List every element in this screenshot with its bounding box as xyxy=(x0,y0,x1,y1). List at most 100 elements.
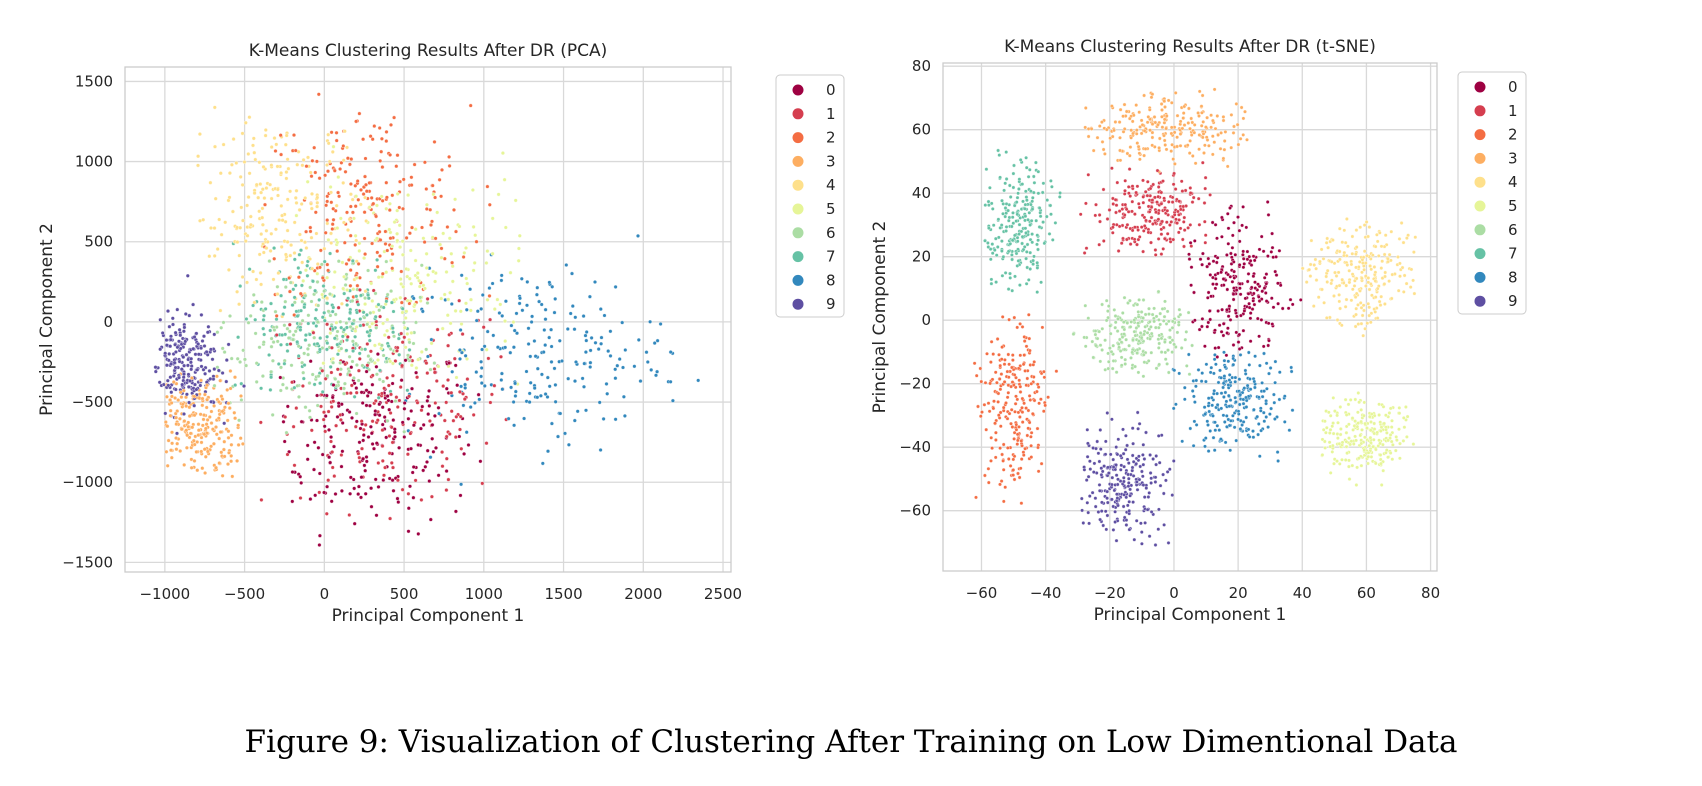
point-cluster-8 xyxy=(1234,438,1239,443)
point-cluster-5 xyxy=(398,295,403,300)
point-cluster-6 xyxy=(1113,314,1118,318)
point-cluster-4 xyxy=(1362,223,1367,227)
point-cluster-6 xyxy=(1116,317,1120,321)
point-cluster-1 xyxy=(1197,222,1202,227)
point-cluster-4 xyxy=(273,227,278,232)
point-cluster-5 xyxy=(444,270,449,274)
point-cluster-0 xyxy=(308,497,313,502)
point-cluster-3 xyxy=(1223,130,1228,134)
point-cluster-9 xyxy=(216,368,221,373)
point-cluster-5 xyxy=(1397,406,1402,410)
point-cluster-6 xyxy=(333,377,338,381)
point-cluster-6 xyxy=(289,363,294,368)
point-cluster-2 xyxy=(384,139,389,144)
point-cluster-0 xyxy=(1271,305,1276,310)
point-cluster-9 xyxy=(198,358,203,363)
legend-marker xyxy=(1474,129,1486,141)
point-cluster-6 xyxy=(418,295,423,300)
point-cluster-1 xyxy=(444,488,449,493)
point-cluster-9 xyxy=(1092,461,1097,466)
point-cluster-0 xyxy=(1225,307,1229,312)
point-cluster-8 xyxy=(645,360,650,364)
point-cluster-1 xyxy=(1203,233,1208,238)
point-cluster-9 xyxy=(1149,481,1153,485)
point-cluster-3 xyxy=(1142,128,1147,133)
point-cluster-2 xyxy=(1002,362,1007,367)
point-cluster-6 xyxy=(1159,336,1164,341)
point-cluster-2 xyxy=(1007,317,1011,322)
point-cluster-9 xyxy=(1113,509,1117,514)
point-cluster-5 xyxy=(1384,448,1389,452)
point-cluster-4 xyxy=(1346,244,1350,249)
point-cluster-0 xyxy=(317,533,322,538)
point-cluster-1 xyxy=(335,367,340,372)
point-cluster-6 xyxy=(1163,340,1167,344)
point-cluster-6 xyxy=(219,325,224,330)
point-cluster-5 xyxy=(367,324,372,329)
point-cluster-7 xyxy=(1030,240,1035,245)
point-cluster-0 xyxy=(1288,297,1293,302)
chart-2: −60 −40 −20 0 20 40 60 80−60−40−20020406080K-Me… xyxy=(870,37,1527,625)
point-cluster-4 xyxy=(279,244,284,249)
point-cluster-8 xyxy=(1261,410,1266,415)
point-cluster-8 xyxy=(598,448,603,452)
point-cluster-3 xyxy=(200,403,205,408)
point-cluster-8 xyxy=(474,370,479,375)
point-cluster-8 xyxy=(411,296,416,301)
point-cluster-4 xyxy=(269,196,274,201)
point-cluster-2 xyxy=(1029,443,1033,448)
point-cluster-2 xyxy=(994,430,998,435)
point-cluster-6 xyxy=(1108,331,1113,336)
point-cluster-5 xyxy=(385,317,390,322)
point-cluster-8 xyxy=(1215,423,1220,428)
point-cluster-1 xyxy=(387,434,392,438)
point-cluster-6 xyxy=(1148,337,1152,341)
point-cluster-3 xyxy=(171,380,176,384)
point-cluster-6 xyxy=(368,310,373,315)
point-cluster-5 xyxy=(315,271,320,276)
point-cluster-2 xyxy=(316,92,321,97)
point-cluster-5 xyxy=(419,349,424,354)
point-cluster-7 xyxy=(1016,259,1021,263)
point-cluster-7 xyxy=(322,310,327,315)
point-cluster-8 xyxy=(1191,443,1196,448)
point-cluster-7 xyxy=(1001,202,1006,206)
point-cluster-9 xyxy=(166,309,170,314)
point-cluster-1 xyxy=(1120,207,1125,211)
point-cluster-1 xyxy=(323,376,328,381)
point-cluster-3 xyxy=(1162,133,1166,138)
point-cluster-7 xyxy=(296,266,301,270)
point-cluster-4 xyxy=(239,205,244,210)
point-cluster-8 xyxy=(1223,440,1228,445)
point-cluster-1 xyxy=(1181,204,1186,209)
point-cluster-4 xyxy=(275,164,280,169)
point-cluster-8 xyxy=(1272,392,1276,397)
point-cluster-9 xyxy=(201,367,206,372)
point-cluster-5 xyxy=(1386,438,1390,443)
point-cluster-0 xyxy=(1241,205,1245,209)
point-cluster-1 xyxy=(427,419,432,423)
point-cluster-3 xyxy=(1185,143,1190,148)
point-cluster-6 xyxy=(328,292,332,297)
point-cluster-0 xyxy=(312,440,317,445)
point-cluster-1 xyxy=(1122,192,1127,196)
point-cluster-4 xyxy=(308,257,312,261)
point-cluster-4 xyxy=(264,246,269,251)
point-cluster-3 xyxy=(1187,106,1191,111)
point-cluster-5 xyxy=(320,292,325,297)
point-cluster-8 xyxy=(1236,409,1241,414)
point-cluster-9 xyxy=(1125,443,1129,448)
point-cluster-2 xyxy=(353,204,358,209)
point-cluster-2 xyxy=(1007,411,1012,416)
point-cluster-4 xyxy=(208,180,213,185)
point-cluster-9 xyxy=(1127,508,1132,513)
point-cluster-9 xyxy=(1118,467,1123,472)
point-cluster-9 xyxy=(166,358,171,363)
point-cluster-9 xyxy=(169,390,174,395)
point-cluster-4 xyxy=(1358,301,1363,305)
point-cluster-6 xyxy=(1158,322,1163,327)
point-cluster-5 xyxy=(1335,459,1339,463)
point-cluster-0 xyxy=(1286,306,1291,311)
point-cluster-6 xyxy=(1162,314,1167,319)
point-cluster-9 xyxy=(1135,487,1140,492)
